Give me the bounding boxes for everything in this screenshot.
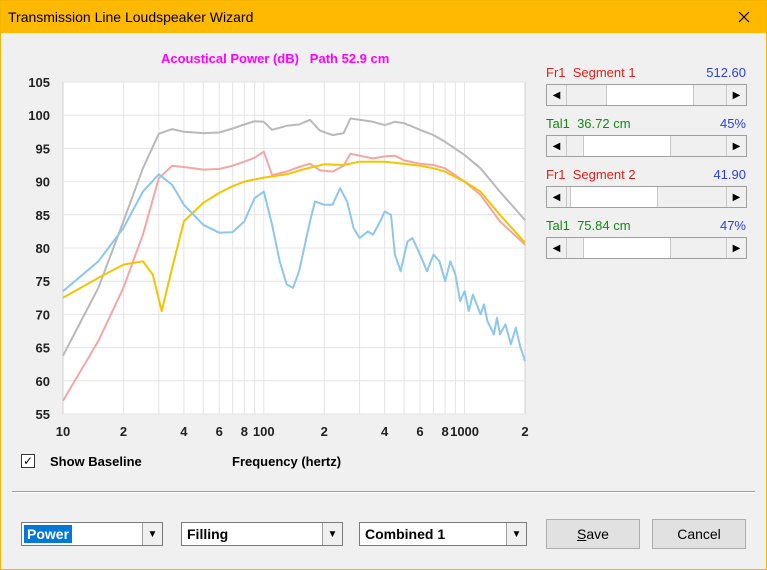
segment1-scrollbar[interactable]: ◀ ▶: [546, 84, 747, 106]
right-arrow-icon[interactable]: ▶: [726, 187, 746, 207]
x-tick-label: 8: [241, 424, 248, 439]
chevron-down-icon[interactable]: ▼: [322, 523, 342, 545]
tal2-scrollbar[interactable]: ◀ ▶: [546, 237, 747, 259]
scroll-thumb[interactable]: [606, 85, 695, 105]
right-arrow-icon[interactable]: ▶: [726, 136, 746, 156]
y-tick-label: 85: [36, 208, 50, 223]
filling-value: Filling: [187, 526, 229, 542]
y-tick-label: 65: [36, 341, 50, 356]
left-arrow-icon[interactable]: ◀: [547, 187, 567, 207]
y-tick-label: 105: [28, 75, 50, 90]
separator: [12, 491, 755, 493]
x-tick-label: 2: [120, 424, 127, 439]
save-button-label: Save: [577, 526, 609, 542]
show-baseline-checkbox[interactable]: ✓: [21, 454, 35, 468]
y-tick-label: 100: [28, 108, 50, 123]
close-icon: [738, 11, 750, 23]
tal2-length-label: Tal1 75.84 cm: [546, 218, 631, 233]
right-arrow-icon[interactable]: ▶: [726, 85, 746, 105]
window-title: Transmission Line Loudspeaker Wizard: [8, 9, 254, 25]
chevron-down-icon[interactable]: ▼: [506, 523, 526, 545]
x-tick-label: 8: [441, 424, 448, 439]
segment2-scrollbar[interactable]: ◀ ▶: [546, 186, 747, 208]
x-axis-title: Frequency (hertz): [232, 454, 342, 469]
view-mode-select[interactable]: Power ▼: [21, 522, 163, 546]
combined-select[interactable]: Combined 1 ▼: [359, 522, 527, 546]
view-mode-value: Power: [24, 525, 73, 543]
title-bar: Transmission Line Loudspeaker Wizard: [1, 1, 766, 33]
y-tick-label: 80: [36, 241, 50, 256]
checkmark-icon: ✓: [22, 454, 34, 468]
scroll-thumb[interactable]: [583, 238, 672, 258]
x-tick-label: 4: [180, 424, 188, 439]
combined-value: Combined 1: [365, 526, 446, 542]
chevron-down-icon[interactable]: ▼: [142, 523, 162, 545]
tal1-scrollbar[interactable]: ◀ ▶: [546, 135, 747, 157]
y-tick-label: 70: [36, 307, 50, 322]
x-tick-label: 100: [253, 424, 275, 439]
segment1-value: 512.60: [706, 65, 746, 80]
x-tick-label: 1000: [450, 424, 479, 439]
scroll-thumb[interactable]: [583, 136, 672, 156]
x-tick-label: 6: [216, 424, 223, 439]
tal2-percent-value: 47%: [719, 218, 746, 233]
x-tick-label: 2: [321, 424, 328, 439]
save-button[interactable]: Save: [546, 519, 640, 549]
segment2-label: Fr1 Segment 2: [546, 167, 636, 182]
y-tick-label: 75: [36, 274, 50, 289]
left-arrow-icon[interactable]: ◀: [547, 238, 567, 258]
left-arrow-icon[interactable]: ◀: [547, 136, 567, 156]
tal1-percent-value: 45%: [719, 116, 746, 131]
y-tick-label: 60: [36, 374, 50, 389]
segment2-value: 41.90: [713, 167, 746, 182]
left-arrow-icon[interactable]: ◀: [547, 85, 567, 105]
close-button[interactable]: [722, 1, 766, 33]
y-tick-label: 95: [36, 141, 50, 156]
chart-title: Acoustical Power (dB) Path 52.9 cm: [161, 51, 390, 66]
series-line-1: [62, 117, 526, 357]
y-tick-label: 90: [36, 175, 50, 190]
x-tick-label: 10: [56, 424, 70, 439]
x-tick-label: 4: [381, 424, 389, 439]
filling-select[interactable]: Filling ▼: [181, 522, 343, 546]
x-tick-label: 6: [416, 424, 423, 439]
cancel-button[interactable]: Cancel: [652, 519, 746, 549]
series-line-2: [62, 150, 526, 402]
show-baseline-label[interactable]: Show Baseline: [50, 454, 142, 469]
y-tick-label: 55: [36, 407, 50, 422]
right-arrow-icon[interactable]: ▶: [726, 238, 746, 258]
segment1-label: Fr1 Segment 1: [546, 65, 636, 80]
series-line-3: [62, 160, 526, 313]
x-tick-label: 2: [521, 424, 528, 439]
tal1-length-label: Tal1 36.72 cm: [546, 116, 631, 131]
series-line-4: [62, 173, 526, 362]
scroll-thumb[interactable]: [569, 187, 658, 207]
